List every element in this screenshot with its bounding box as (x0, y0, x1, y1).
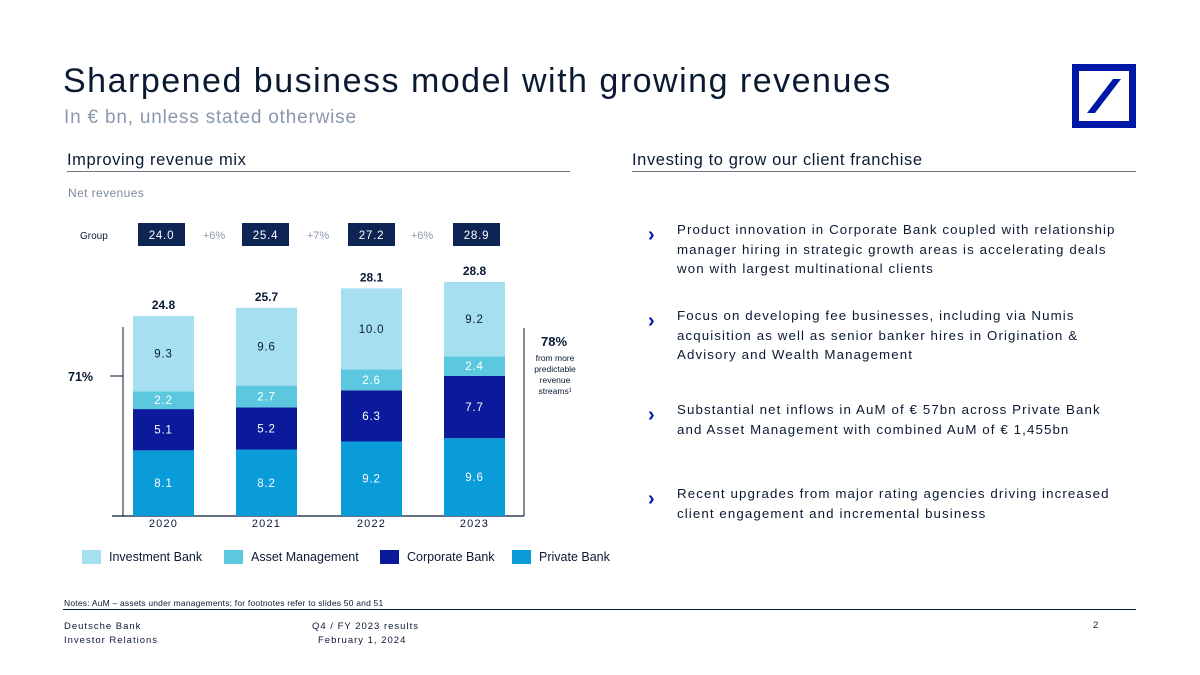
legend-label: Corporate Bank (407, 550, 495, 564)
group-row-label: Group (80, 231, 108, 242)
data-label-investment-bank-2023: 9.2 (465, 314, 483, 326)
legend-swatch (82, 550, 101, 564)
bullet-text: Substantial net inflows in AuM of € 57bn… (677, 402, 1101, 437)
total-label-2023: 28.8 (463, 264, 487, 278)
chart-caption: Net revenues (68, 186, 145, 200)
data-label-asset-management-2023: 2.4 (465, 361, 483, 373)
bar-corporate-bank-2021 (236, 407, 297, 450)
group-growth-2: +7% (307, 230, 330, 242)
bar-asset-management-2020 (133, 391, 194, 410)
bar-corporate-bank-2020 (133, 409, 194, 451)
data-label-investment-bank-2021: 9.6 (257, 342, 275, 354)
data-label-corporate-bank-2022: 6.3 (362, 411, 380, 423)
chevron-right-icon: › (648, 310, 656, 332)
data-label-corporate-bank-2021: 5.2 (257, 424, 275, 436)
data-label-private-bank-2023: 9.6 (465, 472, 483, 484)
logo-slash-icon (1087, 79, 1121, 113)
revenue-mix-heading: Improving revenue mix (67, 151, 247, 169)
chevron-right-icon: › (648, 224, 656, 246)
data-label-asset-management-2021: 2.7 (257, 392, 275, 404)
legend-label: Investment Bank (109, 550, 203, 564)
bullet-fee-businesses: › Focus on developing fee businesses, in… (648, 306, 1118, 366)
right-annotation-note-line: from more (536, 353, 575, 363)
footer-company: Deutsche Bank (64, 621, 142, 632)
footer-date: February 1, 2024 (318, 635, 407, 646)
bullet-text: Recent upgrades from major rating agenci… (677, 486, 1110, 521)
x-tick-label-2023: 2023 (460, 518, 489, 530)
x-tick-label-2021: 2021 (252, 518, 281, 530)
bar-corporate-bank-2022 (341, 390, 402, 442)
data-label-investment-bank-2020: 9.3 (154, 349, 172, 361)
legend-asset-management: Asset Management (224, 548, 359, 566)
group-growth-3: +6% (411, 230, 434, 242)
left-percentage-annotation: 71% (68, 370, 93, 384)
bullet-text: Focus on developing fee businesses, incl… (677, 308, 1079, 362)
data-label-corporate-bank-2020: 5.1 (154, 425, 172, 437)
client-franchise-heading: Investing to grow our client franchise (632, 151, 923, 169)
right-heading-rule (632, 171, 1136, 172)
total-label-2020: 24.8 (152, 298, 176, 312)
legend-corporate-bank: Corporate Bank (380, 548, 495, 566)
chevron-right-icon: › (648, 488, 656, 510)
bar-private-bank-2021 (236, 449, 297, 516)
bar-investment-bank-2022 (341, 288, 402, 370)
data-label-asset-management-2020: 2.2 (154, 395, 172, 407)
bullet-product-innovation: › Product innovation in Corporate Bank c… (648, 220, 1118, 280)
data-label-asset-management-2022: 2.6 (362, 375, 380, 387)
bar-investment-bank-2023 (444, 281, 505, 357)
bullet-text: Product innovation in Corporate Bank cou… (677, 222, 1116, 276)
right-percentage-annotation: 78% (541, 334, 567, 349)
data-label-private-bank-2021: 8.2 (257, 478, 275, 490)
bar-private-bank-2022 (341, 441, 402, 516)
page-subtitle: In € bn, unless stated otherwise (64, 107, 357, 128)
group-value-2020: 24.0 (149, 230, 175, 242)
bar-asset-management-2023 (444, 356, 505, 376)
legend-label: Private Bank (539, 550, 610, 564)
left-heading-rule (67, 171, 570, 172)
bar-investment-bank-2020 (133, 315, 194, 392)
x-tick-label-2020: 2020 (149, 518, 178, 530)
group-box-2020 (138, 223, 185, 246)
legend-label: Asset Management (251, 550, 359, 564)
right-annotation-note-line: predictable (534, 364, 576, 374)
bar-corporate-bank-2023 (444, 375, 505, 439)
group-box-2022 (348, 223, 395, 246)
data-label-investment-bank-2022: 10.0 (359, 324, 385, 336)
chevron-right-icon: › (648, 404, 656, 426)
page-title: Sharpened business model with growing re… (63, 62, 892, 100)
legend-private-bank: Private Bank (512, 548, 610, 566)
bar-asset-management-2022 (341, 369, 402, 391)
group-value-2023: 28.9 (464, 230, 490, 242)
bullet-rating-upgrades: › Recent upgrades from major rating agen… (648, 484, 1118, 524)
group-value-2021: 25.4 (253, 230, 279, 242)
data-label-private-bank-2020: 8.1 (154, 478, 172, 490)
footer-department: Investor Relations (64, 635, 159, 646)
group-growth-1: +6% (203, 230, 226, 242)
legend-swatch (512, 550, 531, 564)
group-box-2023 (453, 223, 500, 246)
footer-report: Q4 / FY 2023 results (312, 621, 419, 632)
legend-swatch (224, 550, 243, 564)
bar-investment-bank-2021 (236, 307, 297, 386)
right-annotation-note-line: revenue (540, 375, 571, 385)
deutsche-bank-logo (1072, 64, 1136, 128)
right-annotation-note-line: streams¹ (538, 386, 571, 396)
footnote: Notes: AuM – assets under managements; f… (64, 598, 384, 608)
bar-private-bank-2023 (444, 438, 505, 516)
bar-private-bank-2020 (133, 450, 194, 516)
x-tick-label-2022: 2022 (357, 518, 386, 530)
data-label-corporate-bank-2023: 7.7 (465, 402, 483, 414)
bullet-net-inflows: › Substantial net inflows in AuM of € 57… (648, 400, 1118, 440)
legend-swatch (380, 550, 399, 564)
data-label-private-bank-2022: 9.2 (362, 474, 380, 486)
total-label-2022: 28.1 (360, 270, 384, 284)
bar-asset-management-2021 (236, 385, 297, 408)
total-label-2021: 25.7 (255, 290, 279, 304)
page-number: 2 (1093, 620, 1100, 631)
footer-rule (63, 609, 1136, 610)
legend-investment-bank: Investment Bank (82, 548, 202, 566)
group-value-2022: 27.2 (359, 230, 385, 242)
group-box-2021 (242, 223, 289, 246)
